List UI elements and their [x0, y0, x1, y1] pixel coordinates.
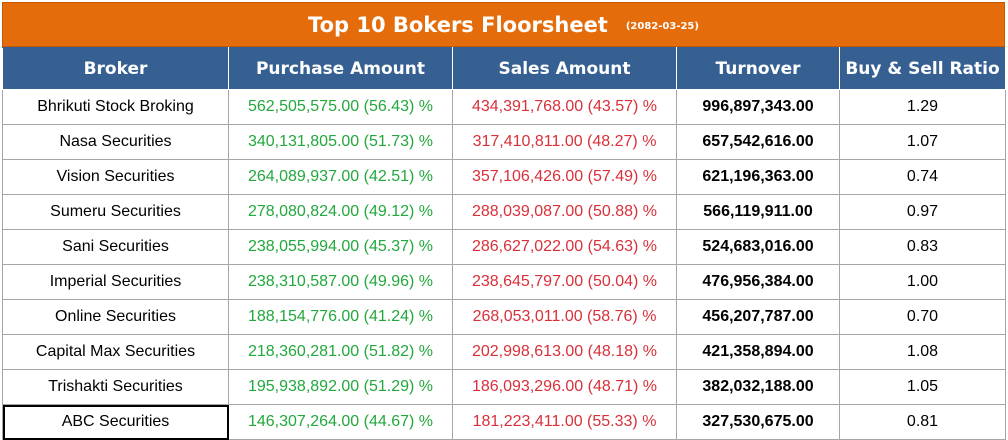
table-row: Vision Securities 264,089,937.00 (42.51) …	[2, 159, 1006, 195]
sales-amount-cell[interactable]: 286,627,022.00 (54.63) %	[452, 229, 677, 265]
purchase-amount-cell[interactable]: 238,310,587.00 (49.96) %	[228, 264, 453, 300]
table-row: Capital Max Securities 218,360,281.00 (51…	[2, 334, 1006, 370]
broker-cell[interactable]: Vision Securities	[2, 159, 229, 195]
turnover-cell[interactable]: 327,530,675.00	[676, 404, 840, 440]
broker-table: Broker Purchase Amount Sales Amount Turn…	[2, 47, 1006, 440]
table-row: Sani Securities 238,055,994.00 (45.37) % 2…	[2, 229, 1006, 265]
broker-cell[interactable]: Bhrikuti Stock Broking	[2, 89, 229, 125]
sales-amount-cell[interactable]: 357,106,426.00 (57.49) %	[452, 159, 677, 195]
purchase-amount-cell[interactable]: 188,154,776.00 (41.24) %	[228, 299, 453, 335]
buy-sell-ratio-cell[interactable]: 0.97	[839, 194, 1006, 230]
broker-cell[interactable]: Nasa Securities	[2, 124, 229, 160]
turnover-cell[interactable]: 996,897,343.00	[676, 89, 840, 125]
turnover-cell[interactable]: 456,207,787.00	[676, 299, 840, 335]
sales-amount-cell[interactable]: 238,645,797.00 (50.04) %	[452, 264, 677, 300]
purchase-amount-cell[interactable]: 562,505,575.00 (56.43) %	[228, 89, 453, 125]
buy-sell-ratio-cell[interactable]: 0.74	[839, 159, 1006, 195]
purchase-amount-cell[interactable]: 264,089,937.00 (42.51) %	[228, 159, 453, 195]
purchase-amount-cell[interactable]: 195,938,892.00 (51.29) %	[228, 369, 453, 405]
sales-amount-cell[interactable]: 288,039,087.00 (50.88) %	[452, 194, 677, 230]
buy-sell-ratio-cell[interactable]: 1.00	[839, 264, 1006, 300]
column-header-ratio[interactable]: Buy & Sell Ratio	[839, 47, 1006, 90]
broker-cell[interactable]: Online Securities	[2, 299, 229, 335]
buy-sell-ratio-cell[interactable]: 1.08	[839, 334, 1006, 370]
purchase-amount-cell[interactable]: 278,080,824.00 (49.12) %	[228, 194, 453, 230]
turnover-cell[interactable]: 382,032,188.00	[676, 369, 840, 405]
table-row: Imperial Securities 238,310,587.00 (49.96…	[2, 264, 1006, 300]
sheet-title: Top 10 Bokers Floorsheet	[308, 12, 608, 37]
sales-amount-cell[interactable]: 181,223,411.00 (55.33) %	[452, 404, 677, 440]
table-row: Bhrikuti Stock Broking 562,505,575.00 (56…	[2, 89, 1006, 125]
sales-amount-cell[interactable]: 434,391,768.00 (43.57) %	[452, 89, 677, 125]
sales-amount-cell[interactable]: 202,998,613.00 (48.18) %	[452, 334, 677, 370]
buy-sell-ratio-cell[interactable]: 0.70	[839, 299, 1006, 335]
turnover-cell[interactable]: 566,119,911.00	[676, 194, 840, 230]
turnover-cell[interactable]: 476,956,384.00	[676, 264, 840, 300]
broker-cell[interactable]: Trishakti Securities	[2, 369, 229, 405]
table-body: Bhrikuti Stock Broking 562,505,575.00 (56…	[2, 89, 1006, 440]
header-row: Broker Purchase Amount Sales Amount Turn…	[2, 47, 1006, 90]
buy-sell-ratio-cell[interactable]: 0.83	[839, 229, 1006, 265]
turnover-cell[interactable]: 657,542,616.00	[676, 124, 840, 160]
column-header-sales[interactable]: Sales Amount	[452, 47, 677, 90]
table-row: Trishakti Securities 195,938,892.00 (51.2…	[2, 369, 1006, 405]
buy-sell-ratio-cell[interactable]: 0.81	[839, 404, 1006, 440]
column-header-turnover[interactable]: Turnover	[676, 47, 840, 90]
buy-sell-ratio-cell[interactable]: 1.07	[839, 124, 1006, 160]
purchase-amount-cell[interactable]: 238,055,994.00 (45.37) %	[228, 229, 453, 265]
table-row: Online Securities 188,154,776.00 (41.24) …	[2, 299, 1006, 335]
table-row: ABC Securities 146,307,264.00 (44.67) % 18…	[2, 404, 1006, 440]
purchase-amount-cell[interactable]: 218,360,281.00 (51.82) %	[228, 334, 453, 370]
title-banner: Top 10 Bokers Floorsheet (2082-03-25)	[2, 2, 1005, 47]
sales-amount-cell[interactable]: 186,093,296.00 (48.71) %	[452, 369, 677, 405]
sales-amount-cell[interactable]: 268,053,011.00 (58.76) %	[452, 299, 677, 335]
broker-cell[interactable]: Capital Max Securities	[2, 334, 229, 370]
turnover-cell[interactable]: 421,358,894.00	[676, 334, 840, 370]
broker-cell[interactable]: Sani Securities	[2, 229, 229, 265]
turnover-cell[interactable]: 524,683,016.00	[676, 229, 840, 265]
column-header-broker[interactable]: Broker	[2, 47, 229, 90]
broker-cell[interactable]: ABC Securities	[2, 404, 229, 440]
purchase-amount-cell[interactable]: 146,307,264.00 (44.67) %	[228, 404, 453, 440]
buy-sell-ratio-cell[interactable]: 1.29	[839, 89, 1006, 125]
buy-sell-ratio-cell[interactable]: 1.05	[839, 369, 1006, 405]
column-header-purchase[interactable]: Purchase Amount	[228, 47, 453, 90]
broker-cell[interactable]: Imperial Securities	[2, 264, 229, 300]
table-row: Nasa Securities 340,131,805.00 (51.73) % 3…	[2, 124, 1006, 160]
broker-cell[interactable]: Sumeru Securities	[2, 194, 229, 230]
turnover-cell[interactable]: 621,196,363.00	[676, 159, 840, 195]
sheet-date: (2082-03-25)	[625, 21, 699, 32]
table-row: Sumeru Securities 278,080,824.00 (49.12) …	[2, 194, 1006, 230]
sales-amount-cell[interactable]: 317,410,811.00 (48.27) %	[452, 124, 677, 160]
purchase-amount-cell[interactable]: 340,131,805.00 (51.73) %	[228, 124, 453, 160]
